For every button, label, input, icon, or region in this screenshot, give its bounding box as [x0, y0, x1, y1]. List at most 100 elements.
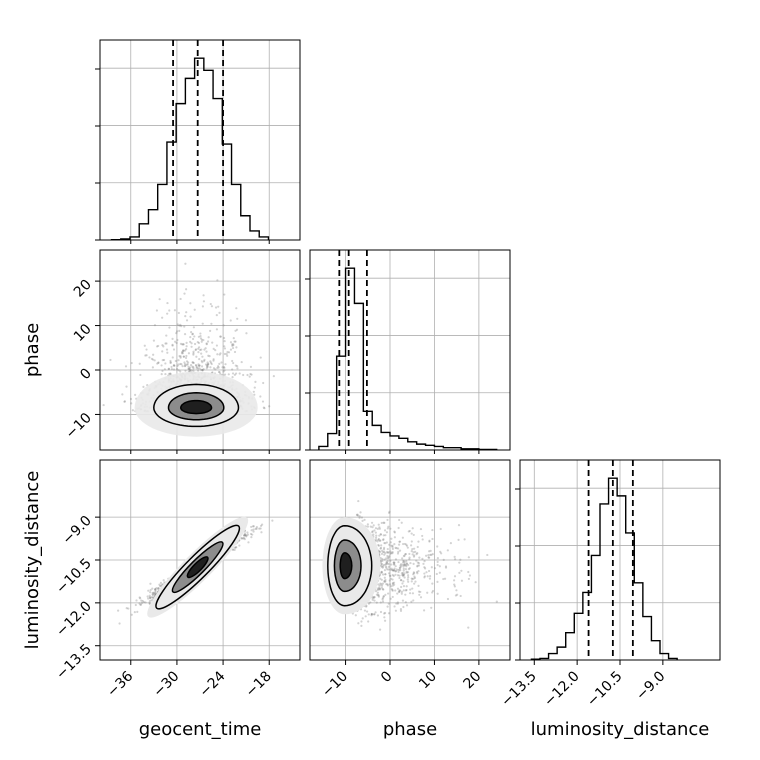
sample-point [395, 568, 398, 571]
sample-point [172, 364, 175, 367]
sample-point [124, 365, 128, 368]
sample-point [167, 367, 170, 370]
sample-point [151, 587, 154, 590]
sample-point [421, 557, 424, 561]
sample-point [386, 560, 389, 563]
histogram-geocent_time [110, 57, 270, 240]
sample-point [383, 529, 387, 532]
sample-point [130, 402, 133, 405]
sample-point [243, 532, 247, 535]
sample-point [197, 364, 201, 368]
sample-point [401, 574, 404, 577]
sample-point [197, 347, 200, 350]
sample-point [467, 556, 470, 559]
sample-point [428, 550, 431, 553]
sample-point [376, 594, 380, 597]
sample-point [169, 361, 172, 364]
sample-point [373, 596, 376, 599]
sample-point [201, 369, 204, 372]
panel-frame [99, 249, 301, 451]
sample-point [381, 588, 385, 591]
sample-point [204, 347, 207, 350]
sample-point [397, 550, 400, 553]
sample-point [150, 599, 153, 602]
sample-point [212, 347, 215, 350]
sample-point [439, 527, 442, 531]
sample-point [210, 362, 213, 366]
sample-point [391, 581, 395, 585]
sample-point [378, 527, 381, 530]
sample-point [199, 348, 202, 352]
sample-point [202, 368, 205, 371]
sample-point [387, 565, 390, 569]
sample-point [224, 363, 227, 366]
sample-point [250, 536, 253, 539]
sample-point [200, 365, 204, 368]
sample-point [251, 533, 254, 536]
sample-point [244, 534, 247, 537]
sample-point [405, 565, 408, 568]
sample-point [374, 611, 377, 614]
sample-point [246, 373, 249, 377]
x-axis-title: luminosity_distance [531, 719, 710, 740]
sample-point [453, 579, 456, 582]
sample-point [439, 550, 442, 553]
sample-point [203, 348, 206, 351]
sample-point [456, 593, 459, 596]
x-tick-label: −12.0 [541, 668, 583, 710]
sample-point [144, 601, 147, 604]
sample-point [188, 367, 191, 370]
sample-point [463, 538, 466, 541]
sample-point [358, 516, 361, 519]
histogram-panel-geocent_time [95, 39, 301, 241]
sample-point [190, 369, 193, 372]
sample-point [404, 552, 407, 556]
sample-point [444, 565, 448, 568]
sample-point [381, 597, 385, 600]
sample-point [236, 317, 239, 320]
sample-point [178, 324, 181, 327]
sample-point [252, 528, 255, 531]
x-axis-title: geocent_time [139, 719, 262, 740]
sample-point [245, 332, 248, 335]
sample-point [252, 525, 255, 528]
sample-point [407, 576, 410, 579]
sample-point [139, 597, 142, 600]
sample-point [375, 534, 378, 537]
sample-point [429, 549, 432, 552]
sample-point [371, 597, 375, 600]
sample-point [205, 350, 208, 353]
sample-point [162, 345, 165, 348]
sample-point [169, 372, 172, 375]
sample-point [161, 359, 164, 362]
sample-point [195, 365, 198, 369]
sample-point [383, 546, 386, 549]
sample-point [408, 592, 412, 595]
sample-point [415, 571, 419, 574]
sample-point [196, 341, 199, 344]
sample-point [425, 554, 428, 557]
sample-point [262, 381, 265, 385]
sample-point [403, 542, 407, 546]
sample-point [206, 363, 209, 366]
sample-point [390, 567, 393, 570]
sample-point [152, 353, 155, 356]
sample-point [458, 571, 461, 574]
sample-point [148, 600, 151, 603]
sample-point [157, 344, 160, 348]
sample-point [396, 547, 400, 550]
sample-point [185, 348, 188, 351]
sample-point [398, 518, 401, 522]
sample-point [151, 593, 154, 596]
x-tick-label: 0 [378, 668, 396, 686]
sample-point [416, 572, 419, 575]
sample-point [142, 385, 145, 388]
sample-point [217, 366, 220, 369]
sample-point [386, 547, 389, 551]
sample-point [154, 590, 157, 593]
sample-point [391, 595, 394, 599]
sample-point [402, 569, 405, 572]
sample-point [379, 547, 382, 550]
sample-point [185, 360, 189, 363]
sample-point [139, 373, 142, 377]
